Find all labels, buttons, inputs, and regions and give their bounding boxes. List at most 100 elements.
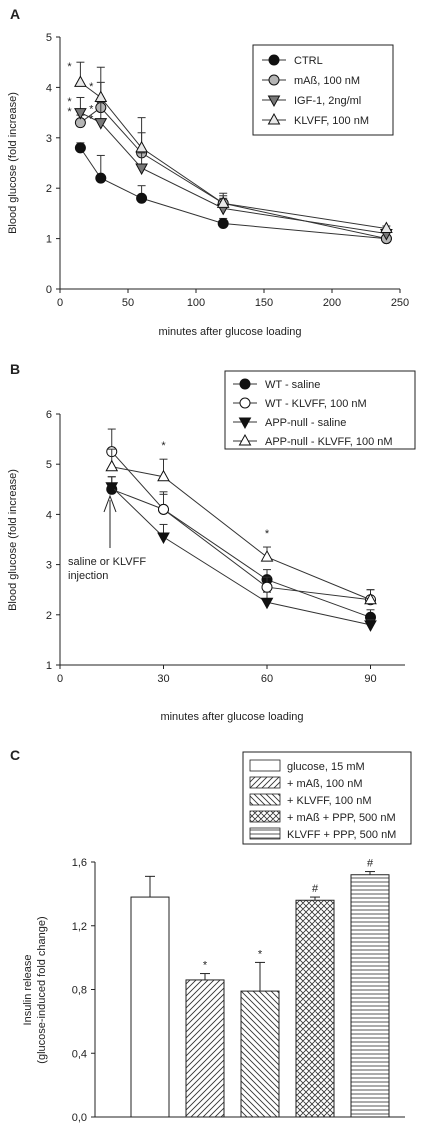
panel-b-series [105,428,377,632]
panel-b-ylabel: Blood glucose (fold increase) [7,469,19,611]
legend-swatch [249,793,281,806]
x-tick-label: 60 [261,673,273,685]
data-point [216,196,230,208]
panel-label-a: A [10,6,20,22]
data-point [158,503,169,515]
panel-a-xlabel: minutes after glucose loading [158,326,301,338]
panel-a-ylabel: Blood glucose (fold increase) [7,92,19,234]
y-tick-label: 3 [46,560,52,572]
panel-b-legend: WT - saline WT - KLVFF, 100 nM APP-null - … [224,370,416,450]
legend-marker [239,397,251,409]
panel-c-ylabel-line2: (glucose-induced fold change) [36,916,48,1063]
bar-group-4: # [295,883,335,1118]
bar [295,899,335,1118]
significance-marker: * [258,948,263,960]
panel-b-axes [59,414,405,666]
data-point [74,75,87,87]
legend-marker [268,74,280,86]
legend-marker [238,417,252,430]
y-tick-label: 0,8 [72,985,87,997]
panel-c: C 0,0 0,4 0,8 1,2 1,6 Insulin release (gluco… [10,747,412,1124]
series-3 [105,476,377,632]
legend-marker [238,433,252,446]
panel-b: B 0 30 60 90 1 2 3 4 5 6 Blood glucose (fold incr… [7,361,416,723]
x-tick-label: 100 [187,297,205,309]
panel-a-ticks: 0 50 100 150 200 250 0 1 2 3 4 5 [46,32,409,309]
data-point [136,192,148,204]
x-tick-label: 50 [122,297,134,309]
y-tick-label: 4 [46,82,52,94]
legend-label: mAß, 100 nM [294,75,360,87]
data-point [157,469,170,482]
panel-a-annotations: ****** [67,61,94,126]
significance-marker: # [367,858,374,870]
legend-marker [267,112,281,125]
data-point [94,118,108,130]
bar [185,979,225,1118]
data-point [157,532,170,545]
legend-label: glucose, 15 mM [287,761,365,773]
panel-b-ticks: 0 30 60 90 1 2 3 4 5 6 [46,409,377,685]
data-point [94,90,108,102]
x-tick-label: 150 [255,297,273,309]
x-tick-label: 250 [391,297,409,309]
x-tick-label: 200 [323,297,341,309]
series-line [111,488,371,618]
significance-marker: * [89,104,94,116]
y-tick-label: 4 [46,509,52,521]
y-tick-label: 2 [46,610,52,622]
x-tick-label: 0 [57,673,63,685]
y-tick-label: 6 [46,409,52,421]
data-point [364,592,377,605]
panel-label-b: B [10,361,20,377]
legend-marker [239,378,251,390]
panel-b-injection-arrow: saline or KLVFF injection [68,494,146,582]
bar-group-3: * [240,948,280,1118]
y-tick-label: 5 [46,32,52,44]
y-tick-label: 1,6 [72,857,87,869]
x-tick-label: 90 [364,673,376,685]
bar [240,990,280,1118]
legend-label: APP-null - KLVFF, 100 nM [265,436,393,448]
legend-label: WT - KLVFF, 100 nM [265,398,367,410]
panel-b-arrow-note-line1: saline or KLVFF [68,556,146,568]
panel-a-legend: CTRL mAß, 100 nM IGF-1, 2ng/ml KLVFF, 100 n… [252,44,394,136]
panel-a-axes [59,37,400,290]
significance-marker: * [67,61,72,73]
x-tick-label: 30 [157,673,169,685]
significance-marker: * [203,960,208,972]
data-point [135,163,148,176]
panel-c-ylabel-line1: Insulin release [22,955,34,1026]
y-tick-label: 5 [46,459,52,471]
bar [130,896,170,1118]
panel-label-c: C [10,747,20,763]
data-point [105,482,119,494]
legend-label: CTRL [294,55,323,67]
data-point [364,620,377,632]
y-tick-label: 0,0 [72,1112,87,1124]
series-1 [74,142,392,245]
bar-group-1 [130,875,170,1118]
panel-c-ticks: 0,0 0,4 0,8 1,2 1,6 [72,857,95,1124]
legend-label: + mAß + PPP, 500 nM [287,812,396,824]
significance-marker: * [67,96,72,108]
series-line [111,486,371,626]
significance-marker: * [67,106,72,118]
series-line [79,147,387,240]
bar-group-2: * [185,960,225,1118]
data-point [260,597,274,610]
legend-label: APP-null - saline [265,417,346,429]
legend-swatch [249,776,281,789]
data-point [74,142,86,154]
y-tick-label: 0,4 [72,1048,87,1060]
legend-swatch [249,810,281,823]
y-tick-label: 1 [46,660,52,672]
data-point [95,172,107,184]
legend-label: + KLVFF, 100 nM [287,795,371,807]
panel-b-annotations: ** [161,440,270,540]
legend-swatch [249,759,281,772]
panel-a-series [74,61,393,245]
panel-b-xlabel: minutes after glucose loading [160,711,303,723]
significance-marker: * [89,114,94,126]
